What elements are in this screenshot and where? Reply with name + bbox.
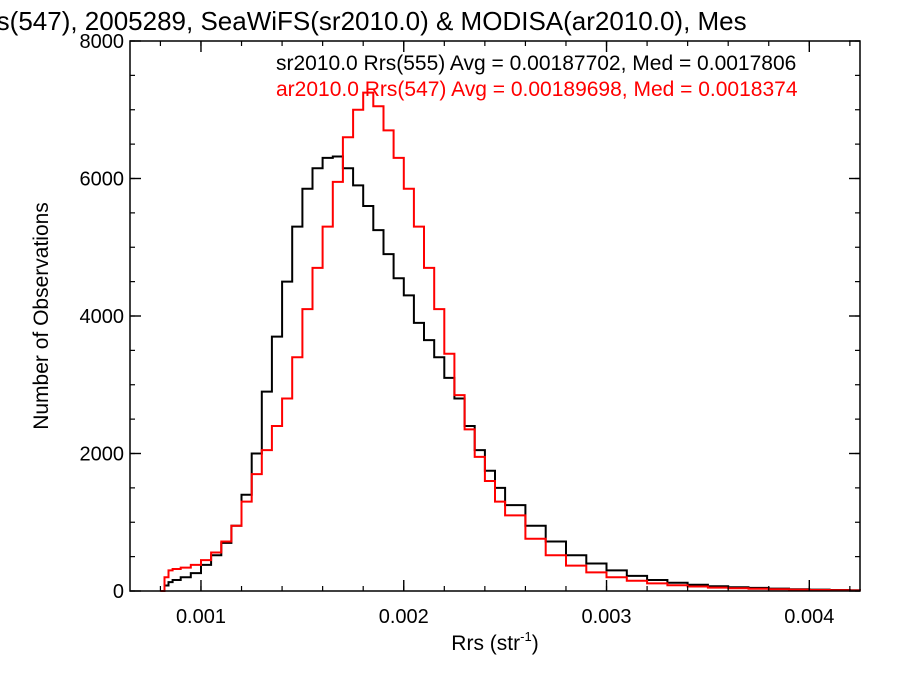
chart-title: rs(547), 2005289, SeaWiFS(sr2010.0) & MO… [0,6,747,36]
tick-labels: 0.001 0.002 0.003 0.004 0 2000 4000 6000 8000 [80,31,835,628]
y-tick-label: 2000 [80,444,125,466]
y-tick-label: 6000 [80,169,125,191]
x-tick-label: 0.003 [581,606,631,628]
y-tick-label: 8000 [80,31,125,53]
y-tick-label: 4000 [80,306,125,328]
series-line-0 [160,155,861,592]
x-axis-label-superscript: -1 [520,629,532,644]
series-line-1 [160,91,861,592]
axis-ticks [130,40,860,592]
x-tick-label: 0.004 [784,606,834,628]
x-axis-label: Rrs (str-1) [451,629,538,655]
x-tick-label: 0.002 [379,606,429,628]
plot-frame [129,40,861,592]
x-axis-label-close: ) [532,632,539,655]
series-layer [160,91,861,592]
legend-entry-red: ar2010.0 Rrs(547) Avg = 0.00189698, Med … [276,78,798,101]
x-tick-label: 0.001 [176,606,226,628]
y-axis-label: Number of Observations [30,202,53,430]
x-axis-label-main: Rrs (str [451,632,520,655]
legend-entry-black: sr2010.0 Rrs(555) Avg = 0.00187702, Med … [276,52,796,75]
y-tick-label: 0 [113,581,124,603]
